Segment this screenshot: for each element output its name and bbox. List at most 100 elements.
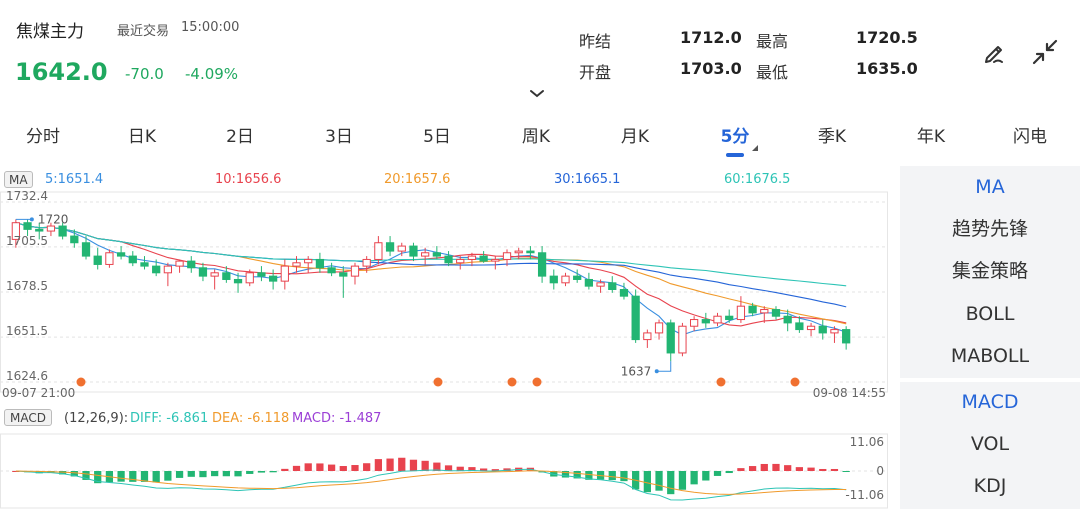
side-item-vol[interactable]: VOL [970,433,1010,455]
candle-body [760,309,769,314]
price-change: -70.0 [125,65,164,83]
ma30-value: 30:1665.1 [554,172,621,187]
macd-histogram-bar [339,466,347,471]
macd-histogram-bar [386,458,394,471]
macd-histogram-bar [433,462,441,471]
candle-body [116,252,126,257]
tab-1[interactable]: 日K [127,127,157,147]
candle-body [46,225,56,232]
price-change-pct: -4.09% [185,65,239,83]
side-item-ma[interactable]: MA [975,176,1005,198]
macd-histogram-bar [620,471,628,482]
low-marker-label: 1637 [621,364,652,378]
macd-histogram-bar [655,471,663,491]
tab-7[interactable]: 5分 [720,127,750,147]
tab-8[interactable]: 季K [817,127,847,147]
candle-body [725,315,734,321]
side-item-strategy[interactable]: 集金策略 [951,260,1028,282]
macd-histogram-bar [842,471,850,472]
macd-histogram-bar [807,467,815,471]
macd-histogram-bar [211,471,219,477]
price-pane-frame [0,191,888,393]
tab-5[interactable]: 周K [521,127,551,147]
low-value: 1635.0 [856,59,918,78]
macd-histogram-bar [678,471,687,490]
macd-histogram-bar [222,471,230,477]
pen-draw-icon[interactable] [978,35,1012,69]
signal-dot [433,377,443,387]
macd-histogram-bar [398,457,406,471]
tab-9[interactable]: 年K [916,127,946,147]
candle-body [736,305,746,321]
macd-histogram-bar [316,463,324,471]
tab-6[interactable]: 月K [620,127,650,147]
macd-tick-label: -11.06 [845,488,884,502]
macd-indicator-badge[interactable]: MACD [4,409,52,426]
ma10-value: 10:1656.6 [215,172,282,187]
low-marker-line [656,361,672,372]
macd-histogram-bar [784,465,792,471]
candle-body [795,322,804,331]
high-label: 最高 [756,32,789,51]
time-end-label: 09-08 14:55 [813,386,886,400]
tab-10[interactable]: 闪电 [1013,127,1047,147]
candlestick-chart[interactable]: 1732.4 1705.5 1678.5 1651.5 1624.6 1720 1637 09… [0,166,890,509]
macd-histogram-bar [702,471,710,481]
candle-body [806,325,816,331]
side-item-maboll[interactable]: MABOLL [950,345,1030,367]
candle-body [23,222,32,230]
signal-dot [507,377,517,387]
ma20-line [15,222,847,325]
side-item-trend[interactable]: 趋势先锋 [951,218,1028,240]
collapse-arrows-icon[interactable] [1028,35,1062,69]
ma-indicator-badge[interactable]: MA [4,171,33,188]
candle-body [81,242,91,257]
macd-histogram-bar [550,471,558,477]
candle-body [666,322,675,354]
side-item-boll[interactable]: BOLL [965,303,1015,325]
candle-body [198,267,208,277]
low-marker-dot [654,369,659,374]
tab-3[interactable]: 3日 [325,127,353,147]
candle-body [842,329,851,344]
macd-histogram-bar [737,468,745,471]
macd-histogram-bar [421,460,429,471]
macd-histogram-bar [187,471,195,477]
macd-histogram-bar [444,465,453,471]
candle-body [233,278,243,284]
macd-histogram-bar [713,471,722,476]
tab-2[interactable]: 2日 [226,127,254,147]
candle-body [350,265,360,277]
side-item-kdj[interactable]: KDJ [973,475,1007,497]
side-item-macd[interactable]: MACD [961,391,1019,413]
tab-4[interactable]: 5日 [423,127,451,147]
macd-histogram-bar [246,471,254,474]
candle-body [339,272,348,277]
ma10-line [15,222,847,327]
tab-dropdown-caret-icon[interactable] [752,145,758,151]
candle-body [771,309,781,317]
chevron-down-icon[interactable] [528,88,546,100]
candle-body [93,255,102,265]
candle-body [35,228,44,232]
candle-body [128,255,137,264]
candle-body [140,262,149,267]
candle-body [502,252,512,260]
candle-body [619,288,629,297]
candle-body [584,278,594,287]
price-tick-label: 1624.6 [6,369,48,383]
macd-histogram-bar [94,471,102,484]
ma-legend: MA 5:1651.4 10:1656.6 20:1657.6 30:1665.… [0,166,890,192]
last-price: 1642.0 [15,58,108,86]
indicator-side-panel: MA 趋势先锋 集金策略 BOLL MABOLL MACD VOL KDJ [900,166,1080,509]
macd-histogram-bar [351,465,359,471]
candle-body [257,272,266,277]
ma60-value: 60:1676.5 [724,172,791,187]
tab-0[interactable]: 分时 [26,127,60,147]
candle-body [222,272,231,280]
candle-body [491,258,500,262]
macd-diff-line [15,468,847,501]
macd-histogram-bar [175,471,184,478]
macd-histogram-bar [667,471,675,495]
prev-settle-label: 昨结 [579,32,612,51]
